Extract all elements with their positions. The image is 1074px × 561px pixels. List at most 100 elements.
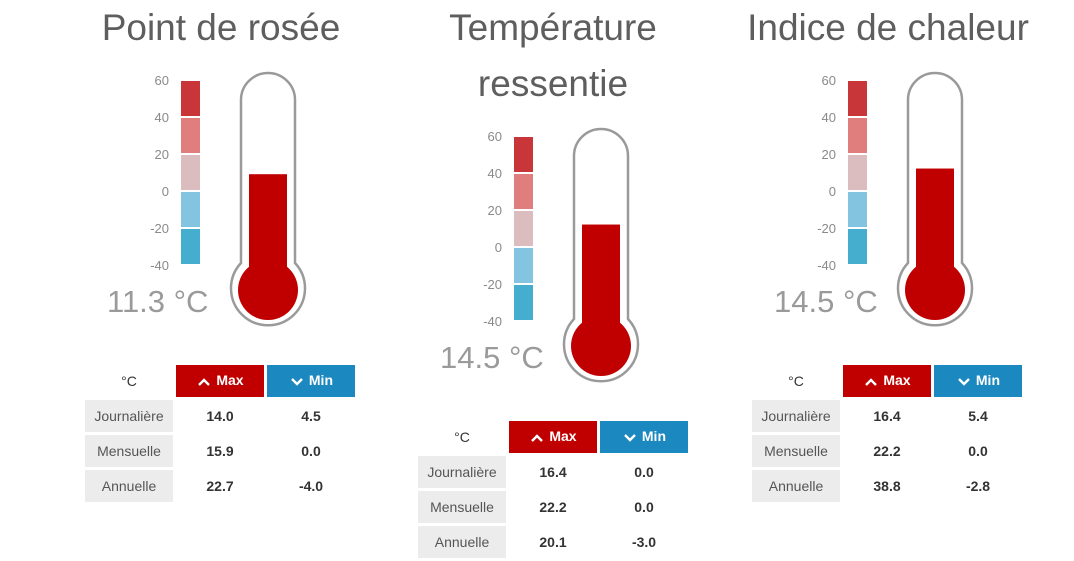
scale-color-block (848, 118, 867, 153)
scale-color-block (181, 81, 200, 116)
scale-tick-label: -40 (817, 258, 836, 273)
scale-color-block (514, 285, 533, 320)
max-value: 20.1 (539, 534, 567, 550)
max-value: 16.4 (539, 464, 567, 480)
scale-tick-label: 0 (829, 184, 836, 199)
max-value: 14.0 (206, 408, 234, 424)
table-row: Journalière 16.4 0.0 (418, 456, 688, 488)
scale-tick-label: 40 (822, 110, 836, 125)
scale-tick-label: 20 (488, 203, 502, 218)
scale-color-block (848, 155, 867, 190)
min-value: 4.5 (301, 408, 321, 424)
chevron-down-icon (622, 430, 638, 446)
scale-tick-label: 20 (822, 147, 836, 162)
current-reading: 11.3 °C (107, 284, 209, 319)
row-label: Mensuelle (85, 435, 173, 467)
current-reading: 14.5 °C (774, 284, 878, 319)
scale-color-block (514, 248, 533, 283)
row-label: Journalière (418, 456, 506, 488)
scale-tick-label: -40 (483, 314, 502, 329)
min-value: -3.0 (631, 534, 657, 550)
mercury-bulb (905, 260, 965, 320)
thermometer-svg: 60 40 20 0 -20 -40 (483, 127, 640, 383)
max-label: Max (549, 428, 577, 445)
row-label: Annuelle (418, 526, 506, 558)
stats-table: °C Max Min Journalière 16.4 0.0 Mensuell… (415, 418, 691, 561)
row-label: Journalière (85, 400, 173, 432)
table-row: Annuelle 38.8 -2.8 (752, 470, 1022, 502)
max-value: 22.2 (873, 443, 901, 459)
mercury-bulb (571, 316, 631, 376)
stats-table: °C Max Min Journalière 16.4 5.4 Mensuell… (749, 362, 1025, 505)
max-header[interactable]: Max (176, 365, 264, 397)
max-value: 15.9 (206, 443, 234, 459)
max-value: 22.7 (206, 478, 234, 494)
min-label: Min (975, 372, 1000, 389)
panel-title: Température ressentie (449, 7, 657, 104)
row-label: Annuelle (85, 470, 173, 502)
current-reading: 14.5 °C (440, 340, 544, 375)
scale-tick-label: 60 (155, 73, 169, 88)
table-row: Annuelle 20.1 -3.0 (418, 526, 688, 558)
scale-color-block (848, 229, 867, 264)
scale-tick-label: -20 (150, 221, 169, 236)
row-label: Annuelle (752, 470, 840, 502)
table-row: Mensuelle 22.2 0.0 (752, 435, 1022, 467)
max-header[interactable]: Max (509, 421, 597, 453)
thermometer-gauge: 60 40 20 0 -20 -40 (141, 70, 381, 360)
min-value: 0.0 (634, 499, 654, 515)
scale-tick-label: -20 (483, 277, 502, 292)
panel-title: Indice de chaleur (747, 7, 1029, 48)
scale-color-block (181, 118, 200, 153)
table-row: Journalière 14.0 4.5 (85, 400, 355, 432)
scale-color-block (848, 81, 867, 116)
chevron-up-icon (196, 374, 212, 390)
table-row: Mensuelle 15.9 0.0 (85, 435, 355, 467)
min-value: -2.8 (965, 478, 991, 494)
row-label: Mensuelle (752, 435, 840, 467)
scale-tick-label: 60 (822, 73, 836, 88)
max-header[interactable]: Max (843, 365, 931, 397)
min-label: Min (641, 428, 666, 445)
table-row: Mensuelle 22.2 0.0 (418, 491, 688, 523)
scale-color-block (514, 174, 533, 209)
min-header[interactable]: Min (600, 421, 688, 453)
scale-color-block (848, 192, 867, 227)
max-value: 22.2 (539, 499, 567, 515)
table-row: Annuelle 22.7 -4.0 (85, 470, 355, 502)
scale-tick-label: 40 (155, 110, 169, 125)
scale-tick-label: -20 (817, 221, 836, 236)
max-value: 38.8 (873, 478, 901, 494)
row-label: Mensuelle (418, 491, 506, 523)
unit-header: °C (788, 373, 804, 389)
scale-color-block (514, 211, 533, 246)
chevron-up-icon (863, 374, 879, 390)
thermometer-svg: 60 40 20 0 -20 -40 (817, 71, 974, 327)
thermometer-svg: 60 40 20 0 -20 -40 (150, 71, 307, 327)
min-header[interactable]: Min (267, 365, 355, 397)
scale-tick-label: 0 (162, 184, 169, 199)
scale-color-block (514, 137, 533, 172)
mercury-bulb (238, 260, 298, 320)
panel-title: Point de rosée (101, 7, 341, 48)
unit-header: °C (121, 373, 137, 389)
min-header[interactable]: Min (934, 365, 1022, 397)
scale-tick-label: 60 (488, 129, 502, 144)
unit-header: °C (454, 429, 470, 445)
scale-color-block (181, 155, 200, 190)
scale-color-block (181, 192, 200, 227)
min-value: 0.0 (301, 443, 321, 459)
min-value: -4.0 (298, 478, 324, 494)
min-label: Min (308, 372, 333, 389)
stats-table: °C Max Min Journalière 14.0 4.5 Mensuell… (82, 362, 358, 505)
min-value: 5.4 (968, 408, 988, 424)
min-value: 0.0 (968, 443, 988, 459)
chevron-down-icon (956, 374, 972, 390)
max-label: Max (883, 372, 911, 389)
table-row: Journalière 16.4 5.4 (752, 400, 1022, 432)
scale-tick-label: -40 (150, 258, 169, 273)
chevron-up-icon (529, 430, 545, 446)
thermometer-gauge: 60 40 20 0 -20 -40 (474, 126, 714, 416)
scale-tick-label: 0 (495, 240, 502, 255)
scale-tick-label: 20 (155, 147, 169, 162)
